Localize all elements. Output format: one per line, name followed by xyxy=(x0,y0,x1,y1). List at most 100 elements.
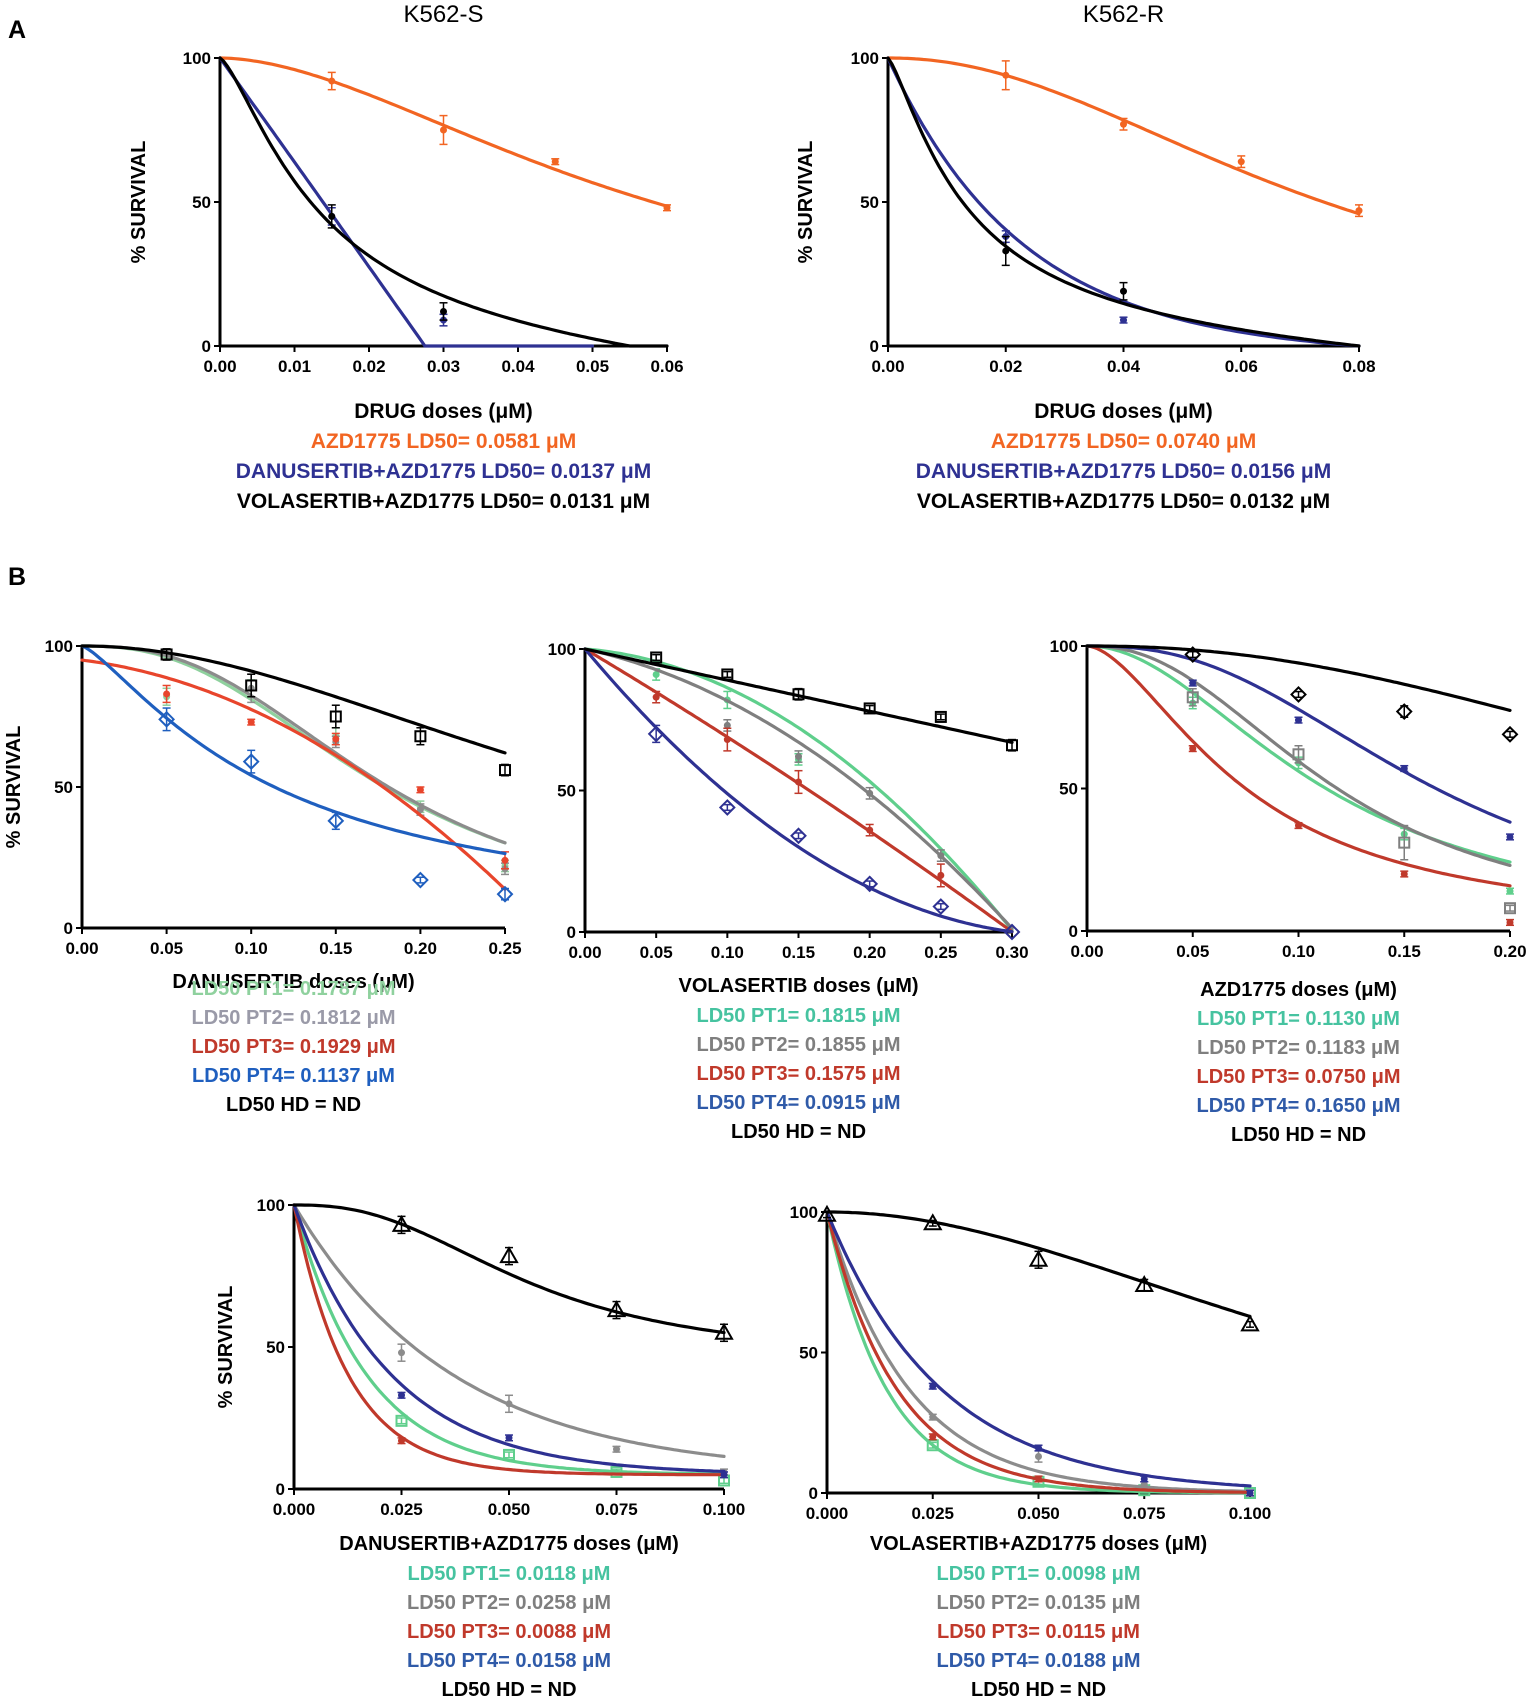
legend-entry: LD50 HD = ND xyxy=(731,1121,866,1143)
fit-curve xyxy=(292,1203,726,1458)
data-point xyxy=(1006,739,1018,752)
data-point xyxy=(395,1414,408,1427)
fit-curve xyxy=(886,56,1361,348)
data-point xyxy=(327,812,345,830)
data-point xyxy=(1002,247,1010,255)
series-pt2 xyxy=(292,1203,728,1476)
legend-entry: LD50 PT2= 0.1183 μM xyxy=(1197,1037,1400,1059)
data-point xyxy=(391,1214,412,1232)
x-tick-label: 0.05 xyxy=(1176,942,1209,961)
x-tick-label: 0.30 xyxy=(995,943,1028,962)
fit-curve xyxy=(218,56,595,348)
fit-curve xyxy=(886,56,1361,216)
data-point xyxy=(1003,923,1021,941)
data-point xyxy=(792,688,805,701)
fit-curve xyxy=(292,1203,726,1335)
x-tick-label: 0.04 xyxy=(1107,357,1141,376)
data-point xyxy=(1120,316,1127,324)
legend-entry: AZD1775 LD50= 0.0740 μM xyxy=(991,430,1257,453)
data-point xyxy=(160,648,173,661)
data-point xyxy=(1140,1475,1148,1483)
legend-entry: LD50 PT3= 0.1929 μM xyxy=(191,1036,395,1058)
legend-entry: VOLASERTIB+AZD1775 LD50= 0.0131 μM xyxy=(237,490,650,513)
x-axis-label: DANUSERTIB doses (μM) xyxy=(172,971,414,993)
data-point xyxy=(328,212,336,220)
series-hd xyxy=(583,647,1018,752)
data-point xyxy=(499,764,511,777)
x-tick-label: 0.00 xyxy=(65,939,98,958)
chart-k562s: K562-S 0.00 0.01 0.02 0.03 0.04 0.05 0.06 0 50 100… xyxy=(128,1,684,513)
series-azd1775 xyxy=(886,56,1363,218)
data-point xyxy=(1002,71,1010,79)
series-hd xyxy=(1085,644,1519,743)
legend-entry: LD50 PT1= 0.1815 μM xyxy=(696,1005,900,1027)
x-tick-label: 0.05 xyxy=(640,943,673,962)
x-axis-label: DRUG doses (μM) xyxy=(1034,400,1213,423)
legend-entry: LD50 PT2= 0.0135 μM xyxy=(936,1592,1140,1614)
y-tick-label: 50 xyxy=(192,193,211,212)
data-point xyxy=(1240,1314,1260,1332)
data-point xyxy=(551,158,559,166)
x-tick-label: 0.000 xyxy=(273,1500,316,1519)
data-point xyxy=(329,710,342,723)
y-tick-label: 0 xyxy=(64,919,73,938)
y-axis-label: % SURVIVAL xyxy=(215,1286,237,1409)
chart-azd1775: 0.00 0.05 0.10 0.15 0.20 0 50 100 AZD1775 doses … xyxy=(1050,637,1527,1146)
data-point xyxy=(245,679,258,692)
x-tick-label: 0.05 xyxy=(576,357,609,376)
chart-danu_azd: 0.000 0.025 0.050 0.075 0.100 0 50 100 % SURVIVA… xyxy=(215,1196,745,1701)
x-tick-label: 0.08 xyxy=(1342,357,1375,376)
x-tick-label: 0.00 xyxy=(1070,942,1103,961)
data-point xyxy=(929,1433,937,1441)
panel-b-label: B xyxy=(8,563,26,591)
x-tick-label: 0.00 xyxy=(568,943,601,962)
data-point xyxy=(606,1300,627,1318)
data-point xyxy=(1398,836,1411,849)
legend-entry: LD50 PT1= 0.1787 μM xyxy=(191,978,395,1000)
legend-entry: LD50 PT4= 0.1650 μM xyxy=(1196,1095,1400,1117)
data-point xyxy=(411,871,429,889)
data-point xyxy=(332,735,340,743)
legend-entry: LD50 PT1= 0.0118 μM xyxy=(408,1563,611,1585)
series-pt3 xyxy=(80,658,509,891)
data-point xyxy=(1246,1489,1254,1497)
data-point xyxy=(652,670,660,678)
data-point xyxy=(1504,902,1516,915)
data-point xyxy=(1184,646,1202,663)
fit-curve xyxy=(825,1210,1252,1319)
data-point xyxy=(795,753,802,761)
x-tick-label: 0.00 xyxy=(203,357,236,376)
x-tick-label: 0.15 xyxy=(1388,942,1421,961)
data-point xyxy=(932,898,950,915)
series-azd1775 xyxy=(218,56,671,212)
series-pt2 xyxy=(583,647,1014,930)
y-tick-label: 0 xyxy=(1069,922,1078,941)
data-point xyxy=(610,1465,623,1478)
y-tick-label: 100 xyxy=(548,640,576,659)
x-tick-label: 0.20 xyxy=(404,939,437,958)
x-tick-label: 0.05 xyxy=(150,939,183,958)
x-tick-label: 0.25 xyxy=(488,939,521,958)
x-tick-label: 0.01 xyxy=(278,357,311,376)
legend-entry: LD50 HD = ND xyxy=(226,1094,361,1116)
data-point xyxy=(414,730,427,743)
y-axis-label: % SURVIVAL xyxy=(3,726,25,849)
data-point xyxy=(647,725,665,743)
series-pt4 xyxy=(80,644,514,903)
data-point xyxy=(718,799,736,816)
series-pt3 xyxy=(292,1203,726,1477)
data-point xyxy=(1395,703,1413,720)
fit-curve xyxy=(80,644,507,755)
y-tick-label: 0 xyxy=(567,923,576,942)
x-tick-label: 0.20 xyxy=(853,943,886,962)
y-tick-label: 50 xyxy=(1059,780,1078,799)
data-point xyxy=(861,875,879,893)
x-tick-label: 0.02 xyxy=(352,357,385,376)
chart-title: K562-R xyxy=(1083,1,1164,28)
legend-entry: LD50 PT4= 0.1137 μM xyxy=(192,1065,395,1087)
fit-curve xyxy=(80,644,507,845)
charts: K562-S 0.00 0.01 0.02 0.03 0.04 0.05 0.06 0 50 100… xyxy=(3,1,1527,1701)
x-tick-label: 0.06 xyxy=(1225,357,1258,376)
series-hd xyxy=(292,1203,734,1343)
data-point xyxy=(398,1391,405,1399)
